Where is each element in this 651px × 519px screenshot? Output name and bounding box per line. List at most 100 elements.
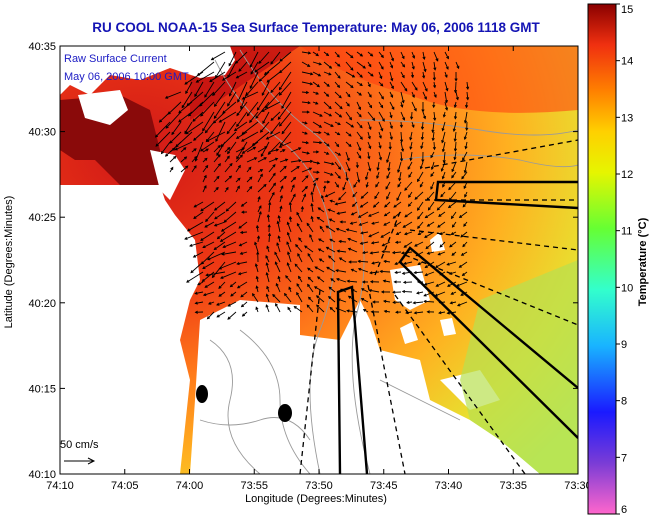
- current-vector-head: [274, 261, 278, 265]
- current-vector-head: [423, 282, 428, 286]
- current-vector: [352, 201, 358, 207]
- current-vector: [265, 255, 270, 263]
- current-vector-head: [194, 291, 198, 295]
- current-vector: [252, 293, 259, 303]
- current-vector: [272, 294, 281, 303]
- current-vector: [268, 158, 278, 163]
- current-vector: [227, 141, 237, 154]
- current-vector: [223, 241, 237, 248]
- current-vector: [335, 201, 347, 205]
- current-vector-head: [367, 84, 371, 88]
- current-vector-head: [272, 293, 276, 298]
- current-vector-head: [337, 75, 341, 79]
- current-vector-head: [230, 293, 234, 297]
- current-vector-head: [417, 178, 420, 183]
- current-vector-head: [463, 170, 467, 174]
- current-vector-head: [293, 305, 297, 309]
- current-vector: [442, 121, 446, 131]
- current-vector-head: [409, 137, 413, 141]
- current-vector: [202, 185, 207, 193]
- current-vector-head: [309, 234, 313, 238]
- current-vector: [304, 245, 314, 253]
- current-vector-head: [338, 166, 342, 170]
- current-vector-head: [364, 176, 369, 181]
- current-vector: [307, 284, 314, 293]
- colorbar: [587, 3, 617, 515]
- current-vector-head: [305, 141, 310, 145]
- current-vector-head: [307, 276, 311, 280]
- current-vector: [218, 281, 226, 289]
- current-vector-head: [277, 235, 281, 239]
- current-vector-head: [252, 292, 255, 297]
- current-vector-head: [397, 169, 401, 174]
- current-vector: [397, 161, 402, 173]
- current-vector: [347, 238, 358, 243]
- current-vector-head: [249, 64, 253, 68]
- current-vector: [312, 183, 316, 193]
- current-vector: [270, 111, 281, 121]
- current-vector: [249, 111, 259, 123]
- current-vector: [422, 111, 426, 119]
- overlay-current-time: May 06, 2006 10:00 GMT: [64, 71, 189, 83]
- current-vector-head: [360, 195, 364, 199]
- current-vector: [360, 231, 369, 234]
- current-vector-head: [378, 157, 383, 161]
- current-vector: [334, 161, 341, 170]
- current-vector: [261, 81, 270, 96]
- current-vector: [430, 181, 435, 190]
- current-vector: [279, 195, 283, 203]
- current-vector-head: [336, 211, 340, 215]
- current-vector-head: [417, 262, 421, 265]
- current-vector: [347, 280, 358, 283]
- x-tick-label: 73:50: [305, 480, 333, 492]
- current-vector: [222, 71, 237, 81]
- current-vector-head: [280, 185, 284, 189]
- current-vector: [358, 260, 369, 263]
- current-vector-head: [339, 106, 343, 110]
- current-vector-head: [306, 110, 310, 114]
- current-vector: [241, 121, 259, 135]
- current-vector: [435, 291, 446, 297]
- current-vector: [462, 151, 468, 161]
- current-vector-head: [423, 299, 427, 304]
- current-vector-head: [359, 83, 363, 87]
- current-vector: [430, 151, 435, 158]
- current-vector: [202, 175, 207, 183]
- current-vector-head: [193, 215, 197, 219]
- current-vector-head: [296, 222, 300, 227]
- current-vector-head: [380, 96, 384, 100]
- current-vector-head: [357, 214, 362, 218]
- current-vector-head: [410, 74, 415, 79]
- current-vector: [375, 181, 380, 188]
- current-vector-head: [296, 291, 300, 296]
- current-vector: [296, 223, 303, 233]
- current-vector-head: [462, 204, 466, 208]
- current-vector-head: [254, 263, 258, 267]
- current-vector: [236, 101, 248, 116]
- current-vector-head: [427, 207, 431, 211]
- current-vector-head: [277, 116, 281, 120]
- current-vector-head: [404, 232, 408, 236]
- current-vector: [400, 81, 408, 92]
- current-vector-head: [375, 184, 379, 188]
- current-vector-head: [226, 131, 230, 135]
- current-vector-head: [394, 270, 398, 275]
- current-vector: [257, 157, 267, 163]
- current-vector-head: [298, 159, 302, 163]
- current-vector: [239, 241, 248, 247]
- current-vector: [221, 221, 237, 232]
- current-vector: [301, 101, 311, 104]
- current-vector: [417, 171, 424, 182]
- current-vector-head: [350, 268, 354, 272]
- current-vector-head: [300, 205, 304, 210]
- current-vector: [238, 221, 248, 229]
- current-vector-head: [307, 296, 312, 300]
- current-vector-head: [178, 110, 182, 114]
- current-vector: [295, 244, 303, 253]
- current-vector-head: [447, 205, 452, 209]
- current-vector-head: [369, 280, 374, 284]
- current-vector: [185, 81, 193, 94]
- current-vector-head: [453, 116, 458, 120]
- current-vector-head: [389, 125, 393, 130]
- current-vector-head: [200, 148, 204, 152]
